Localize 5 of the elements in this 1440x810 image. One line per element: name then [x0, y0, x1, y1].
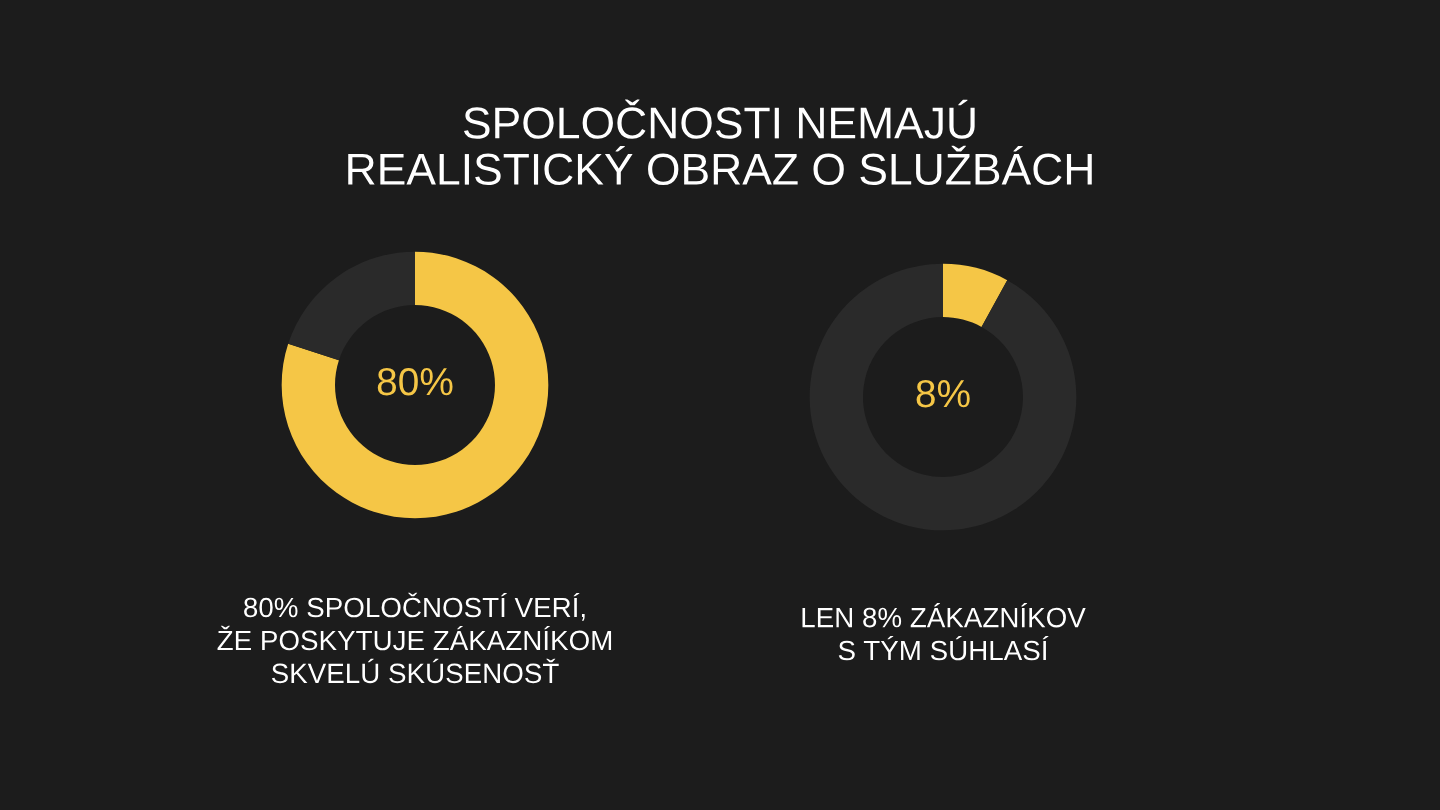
- text: 8%: [916, 379, 970, 408]
- text: 80%: [377, 367, 453, 396]
- text: LEN 8% ZÁKAZNÍKOV S TÝM SÚHLASÍ: [802, 603, 1086, 661]
- text: SPOLOČNOSTI NEMAJÚ REALISTICKÝ OBRAZ O SLUŽBÁCH: [348, 99, 1092, 186]
- text: 80% SPOLOČNOSTÍ VERÍ, ŽE POSKYTUJE ZÁKAZNÍKOM SKVELÚ SKÚSENOSŤ: [217, 592, 612, 684]
